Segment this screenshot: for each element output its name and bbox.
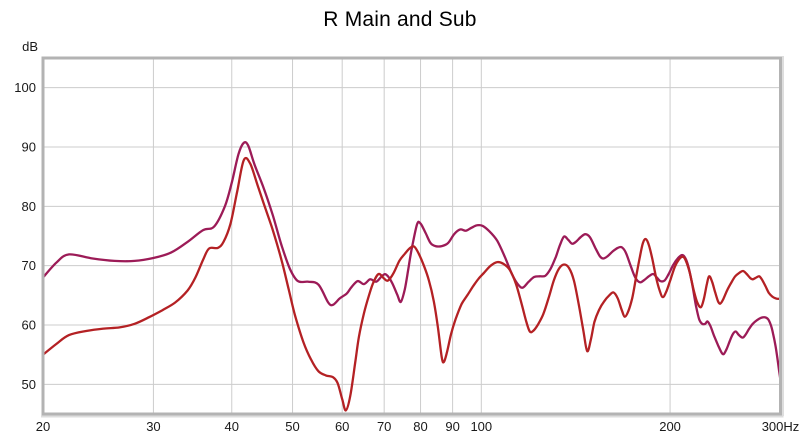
y-tick-label: 60	[22, 318, 36, 333]
x-tick-label: 20	[36, 419, 50, 434]
x-tick-label: 80	[413, 419, 427, 434]
chart-title: R Main and Sub	[323, 8, 477, 31]
x-tick-label: 300Hz	[762, 419, 800, 434]
y-axis-unit-label: dB	[22, 39, 38, 54]
plot-area	[43, 58, 781, 414]
x-tick-label: 100	[470, 419, 492, 434]
y-tick-label: 90	[22, 140, 36, 155]
x-tick-label: 40	[225, 419, 239, 434]
y-tick-label: 80	[22, 199, 36, 214]
x-tick-label: 200	[659, 419, 681, 434]
x-tick-label: 30	[146, 419, 160, 434]
y-tick-label: 50	[22, 377, 36, 392]
y-tick-label: 70	[22, 258, 36, 273]
x-tick-label: 50	[285, 419, 299, 434]
y-tick-label: 100	[14, 80, 36, 95]
x-tick-label: 60	[335, 419, 349, 434]
plot-frame	[41, 56, 782, 416]
x-tick-label: 90	[445, 419, 459, 434]
x-tick-label: 70	[377, 419, 391, 434]
trace-purple	[43, 141, 781, 382]
trace-red	[43, 156, 781, 412]
